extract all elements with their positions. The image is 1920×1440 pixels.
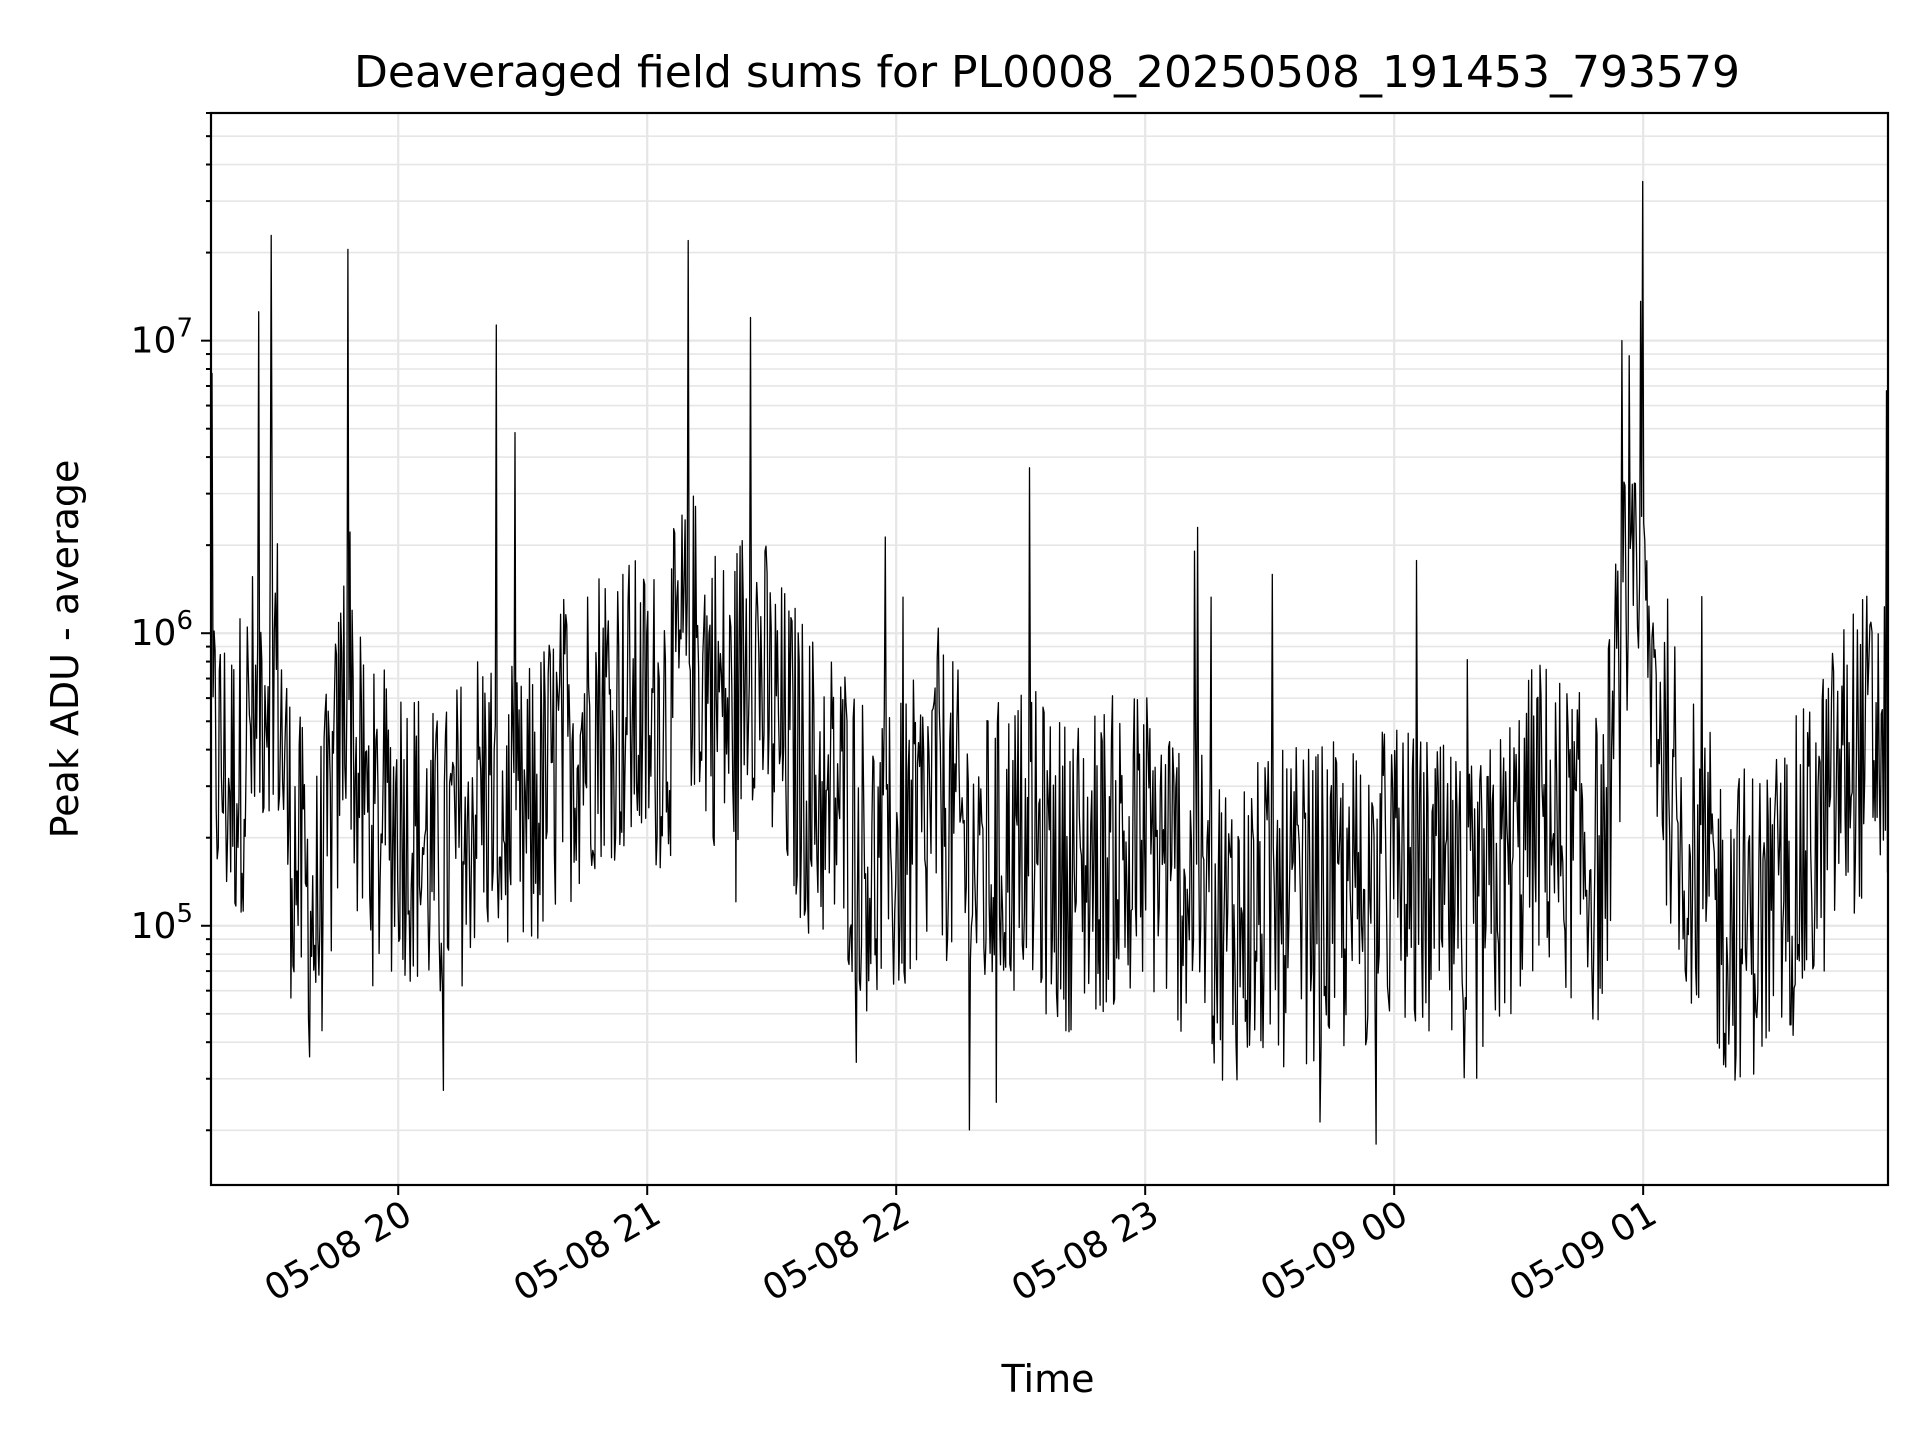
y-tick-label: 106 <box>131 606 193 654</box>
plot-frame <box>209 111 1890 1187</box>
x-tick-label: 05-08 21 <box>507 1193 668 1309</box>
y-tick-label: 107 <box>131 314 193 362</box>
chart-title: Deaveraged field sums for PL0008_2025050… <box>354 47 1740 98</box>
grid <box>211 112 1888 1185</box>
x-axis: 05-08 20 05-08 21 05-08 22 05-08 23 05-09 00… <box>258 1185 1664 1310</box>
x-tick-label: 05-09 01 <box>1503 1193 1664 1309</box>
series-line <box>211 180 1888 1145</box>
y-axis: 105 106 107 <box>131 112 211 1132</box>
x-tick-label: 05-08 23 <box>1005 1193 1166 1309</box>
series-group <box>211 180 1888 1145</box>
y-tick-label: 105 <box>131 899 193 947</box>
x-tick-label: 05-09 00 <box>1254 1193 1415 1309</box>
x-tick-label: 05-08 20 <box>258 1193 419 1309</box>
y-axis-label: Peak ADU - average <box>43 460 87 839</box>
x-tick-label: 05-08 22 <box>756 1193 917 1309</box>
x-axis-label: Time <box>1001 1357 1095 1401</box>
